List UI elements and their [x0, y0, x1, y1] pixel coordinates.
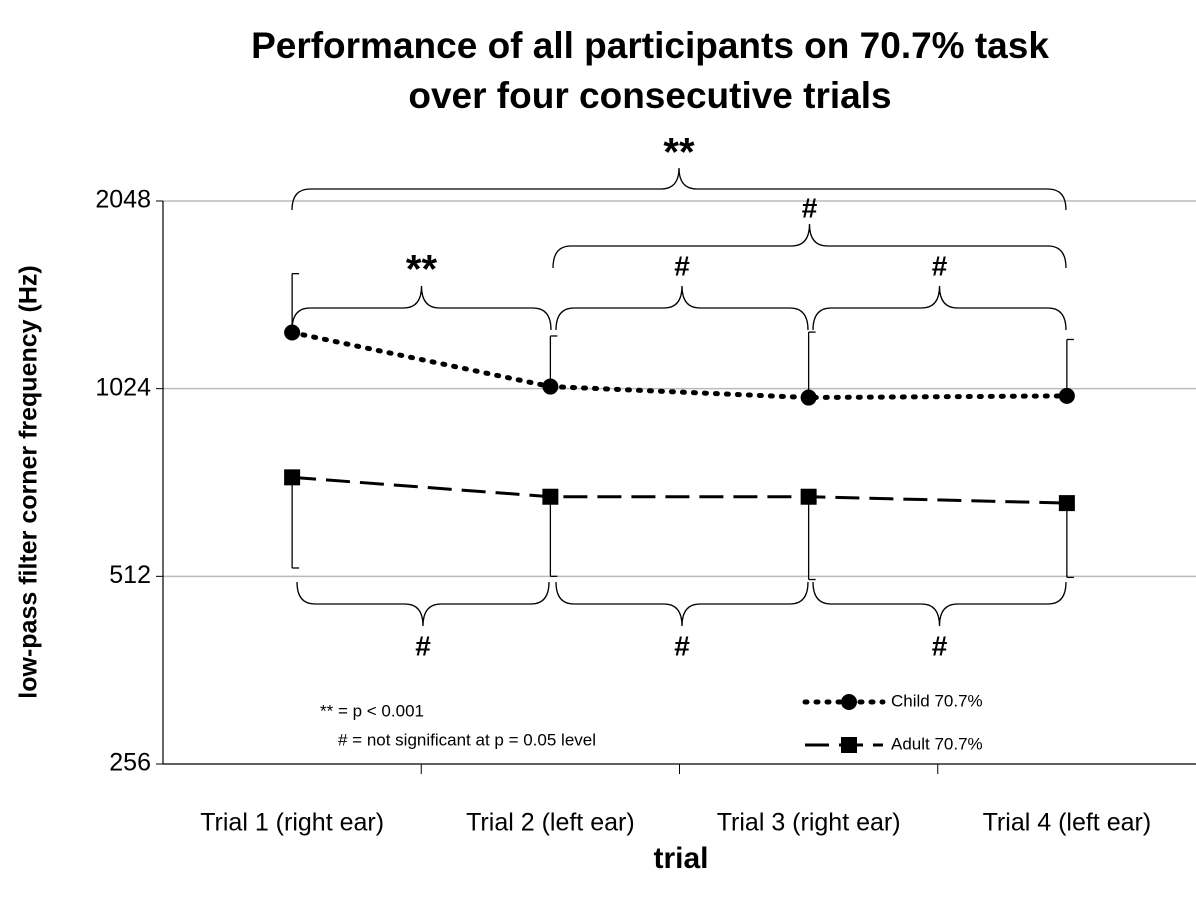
annotation: **	[406, 248, 438, 292]
legend-label: Adult 70.7%	[891, 734, 983, 753]
data-point	[1058, 495, 1075, 512]
y-axis-label: low-pass filter corner frequency (Hz)	[15, 265, 43, 698]
annotation: #	[415, 630, 431, 661]
brace	[296, 581, 550, 627]
x-tick-label: Trial 2 (left ear)	[466, 809, 635, 837]
data-point	[800, 488, 817, 505]
annotation: #	[674, 630, 690, 661]
y-tick-label: 512	[109, 561, 151, 589]
x-tick-label: Trial 1 (right ear)	[200, 809, 384, 837]
legend-label: Child 70.7%	[891, 691, 983, 710]
chart-title: Performance of all participants on 70.7%…	[251, 25, 1049, 66]
annotation: #	[932, 630, 948, 661]
brace	[812, 285, 1067, 331]
y-tick-label: 2048	[95, 186, 151, 214]
annotation: #	[674, 250, 690, 281]
brace	[555, 285, 809, 331]
x-axis-label: trial	[653, 842, 708, 875]
x-tick-label: Trial 3 (right ear)	[717, 809, 901, 837]
data-point	[284, 324, 301, 341]
data-point	[284, 469, 301, 486]
brace	[555, 581, 809, 627]
brace	[812, 581, 1067, 627]
annotation: #	[932, 250, 948, 281]
annotation: #	[802, 192, 818, 223]
note: # = not significant at p = 0.05 level	[338, 730, 596, 749]
brace	[552, 223, 1067, 269]
brace	[291, 167, 1067, 211]
y-tick-label: 256	[109, 749, 151, 777]
y-tick-label: 1024	[95, 373, 151, 401]
data-point	[542, 378, 559, 395]
legend-marker	[841, 737, 857, 753]
x-tick-label: Trial 4 (left ear)	[983, 809, 1152, 837]
series-line	[289, 330, 1070, 401]
data-point	[1058, 387, 1075, 404]
annotation: **	[663, 131, 695, 175]
series-line	[292, 475, 1067, 505]
data-point	[542, 488, 559, 505]
brace	[291, 285, 552, 331]
legend-marker	[841, 694, 857, 710]
data-point	[800, 389, 817, 406]
chart-title: over four consecutive trials	[408, 75, 891, 116]
note: ** = p < 0.001	[320, 701, 424, 720]
